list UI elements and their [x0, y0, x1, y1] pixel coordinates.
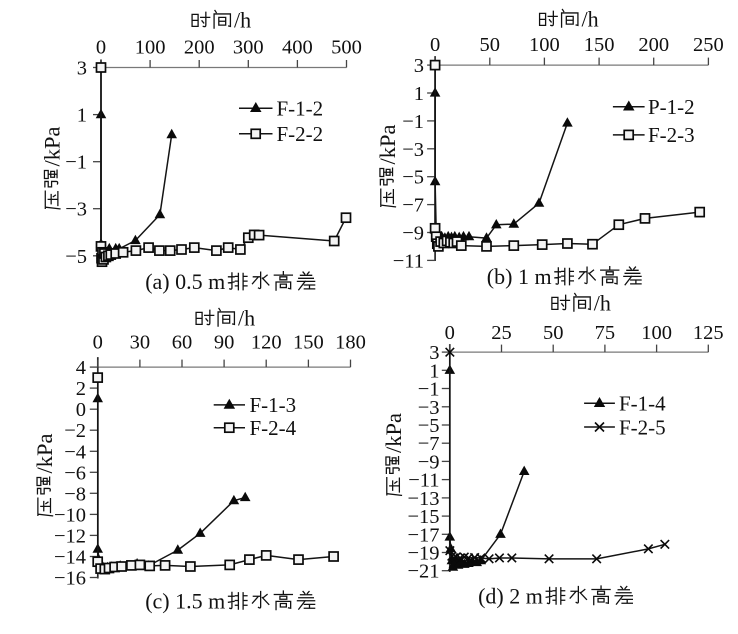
svg-text:−11: −11	[393, 250, 424, 272]
svg-text:250: 250	[693, 34, 724, 56]
svg-text:(a) 0.5 m: (a) 0.5 m	[145, 269, 225, 294]
svg-text:75: 75	[595, 322, 616, 344]
svg-text:−7: −7	[402, 195, 424, 217]
svg-text:/kPa: /kPa	[32, 433, 57, 473]
svg-text:−3: −3	[65, 199, 87, 221]
svg-text:0: 0	[430, 34, 440, 56]
svg-text:−12: −12	[54, 525, 86, 547]
svg-text:50: 50	[480, 34, 501, 56]
svg-text:F-1-4: F-1-4	[619, 392, 666, 416]
svg-text:−7: −7	[418, 433, 440, 455]
svg-text:−5: −5	[418, 415, 440, 437]
svg-text:−8: −8	[64, 483, 86, 505]
svg-text:3: 3	[414, 55, 424, 77]
svg-text:−3: −3	[402, 139, 424, 161]
svg-text:(d) 2 m: (d) 2 m	[478, 583, 543, 608]
svg-text:F-1-3: F-1-3	[250, 393, 297, 417]
svg-text:60: 60	[172, 332, 193, 354]
svg-text:200: 200	[184, 37, 215, 59]
svg-text:−6: −6	[64, 462, 86, 484]
svg-text:F-2-2: F-2-2	[277, 122, 324, 146]
svg-text:P-1-2: P-1-2	[648, 95, 695, 119]
svg-text:150: 150	[293, 332, 324, 354]
svg-text:125: 125	[693, 322, 724, 344]
svg-text:/kPa: /kPa	[381, 413, 406, 453]
svg-text:F-2-4: F-2-4	[250, 416, 297, 440]
svg-text:−15: −15	[407, 506, 439, 528]
svg-text:−11: −11	[408, 470, 439, 492]
svg-text:180: 180	[335, 332, 366, 354]
svg-text:0: 0	[445, 322, 455, 344]
svg-text:50: 50	[543, 322, 564, 344]
svg-text:30: 30	[130, 332, 151, 354]
svg-text:−2: −2	[64, 420, 86, 442]
svg-text:300: 300	[233, 37, 264, 59]
svg-text:200: 200	[638, 34, 669, 56]
svg-text:−9: −9	[418, 451, 440, 473]
svg-text:0: 0	[96, 37, 106, 59]
svg-text:0: 0	[93, 332, 103, 354]
svg-text:F-2-5: F-2-5	[619, 415, 666, 439]
svg-text:3: 3	[429, 342, 439, 364]
svg-text:−4: −4	[64, 441, 86, 463]
svg-text:/h: /h	[234, 8, 251, 33]
svg-text:100: 100	[529, 34, 560, 56]
svg-text:90: 90	[214, 332, 235, 354]
svg-text:25: 25	[491, 322, 512, 344]
svg-text:400: 400	[282, 37, 313, 59]
svg-text:1: 1	[77, 105, 87, 127]
svg-text:2: 2	[76, 378, 86, 400]
svg-text:−21: −21	[407, 561, 439, 583]
svg-text:−10: −10	[54, 504, 86, 526]
svg-text:−5: −5	[402, 167, 424, 189]
svg-text:F-2-3: F-2-3	[648, 123, 695, 147]
svg-text:−1: −1	[418, 379, 440, 401]
svg-text:−1: −1	[65, 152, 87, 174]
svg-text:−5: −5	[65, 246, 87, 268]
svg-text:(b) 1 m: (b) 1 m	[487, 264, 552, 289]
svg-text:/kPa: /kPa	[39, 126, 64, 166]
svg-text:500: 500	[331, 37, 362, 59]
svg-text:3: 3	[77, 58, 87, 80]
svg-text:F-1-2: F-1-2	[277, 97, 324, 121]
svg-text:−19: −19	[407, 543, 439, 565]
svg-text:4: 4	[76, 357, 86, 379]
svg-text:−14: −14	[54, 547, 86, 569]
svg-text:/kPa: /kPa	[375, 124, 400, 164]
svg-text:1: 1	[429, 360, 439, 382]
svg-text:−3: −3	[418, 397, 440, 419]
svg-text:−9: −9	[402, 223, 424, 245]
svg-text:−17: −17	[407, 524, 439, 546]
svg-text:(c) 1.5 m: (c) 1.5 m	[145, 588, 225, 613]
svg-text:100: 100	[135, 37, 166, 59]
svg-text:/h: /h	[582, 7, 599, 32]
svg-text:120: 120	[251, 332, 282, 354]
svg-text:−1: −1	[402, 111, 424, 133]
svg-text:1: 1	[414, 83, 424, 105]
svg-text:/h: /h	[238, 306, 255, 331]
svg-text:−13: −13	[407, 488, 439, 510]
svg-text:/h: /h	[594, 291, 611, 316]
svg-text:−16: −16	[54, 568, 86, 590]
svg-text:100: 100	[641, 322, 672, 344]
svg-text:150: 150	[584, 34, 615, 56]
svg-text:0: 0	[76, 399, 86, 421]
